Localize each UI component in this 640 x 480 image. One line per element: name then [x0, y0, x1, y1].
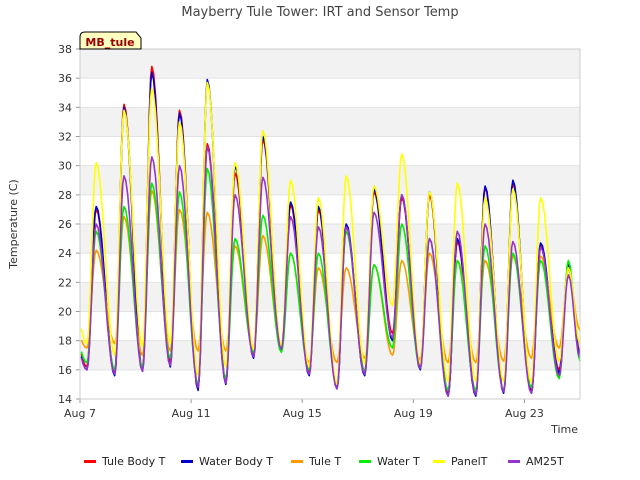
y-tick-label: 36 [58, 72, 72, 85]
series-line-panelt [80, 81, 581, 386]
legend-item: PanelT [433, 452, 487, 470]
annotation-label: MB_tule [85, 36, 134, 49]
legend-label: AM25T [526, 454, 564, 468]
plot-frame [79, 48, 581, 400]
legend-swatch [359, 459, 371, 463]
legend-swatch [181, 459, 193, 463]
grid-band [80, 49, 580, 79]
grid-band [80, 282, 580, 312]
legend-label: PanelT [451, 454, 488, 468]
legend-swatch [291, 459, 303, 463]
y-tick-label: 30 [58, 160, 72, 173]
x-tick-label: Aug 11 [172, 407, 211, 420]
x-axis-label: Time [550, 423, 578, 436]
legend-label: Water Body T [199, 454, 273, 468]
y-tick-label: 24 [58, 247, 72, 260]
grid-bands [80, 48, 580, 400]
legend-label: Tule T [309, 454, 342, 468]
legend-item: Water T [359, 452, 420, 470]
y-axis-label: Temperature (C) [7, 179, 20, 269]
legend-label: Tule Body T [102, 454, 166, 468]
legend-swatch [508, 459, 520, 463]
legend-item: Water Body T [181, 452, 273, 470]
y-tick-label: 22 [58, 276, 72, 289]
legend-item: Tule Body T [84, 452, 165, 470]
series-line-am25t [80, 145, 581, 397]
y-tick-label: 34 [58, 101, 72, 114]
x-axis-ticks: Aug 7 Aug 11 Aug 15 Aug 19 Aug 23 [64, 399, 544, 420]
grid-band [80, 165, 580, 195]
y-tick-label: 18 [58, 335, 72, 348]
x-tick-label: Aug 7 [64, 407, 96, 420]
y-tick-label: 38 [58, 43, 72, 56]
series-lines [80, 65, 581, 397]
legend-swatch [84, 459, 96, 463]
grid-band [80, 107, 580, 137]
legend: Tule Body T Water Body T Tule T Water T Pane… [0, 452, 640, 470]
legend-item: Tule T [291, 452, 341, 470]
y-tick-label: 26 [58, 218, 72, 231]
y-axis-ticks: 14 16 18 20 22 24 26 28 30 32 34 36 38 [58, 43, 80, 406]
legend-swatch [433, 459, 445, 463]
y-tick-label: 20 [58, 306, 72, 319]
y-tick-label: 28 [58, 189, 72, 202]
y-tick-label: 32 [58, 131, 72, 144]
legend-label: Water T [377, 454, 420, 468]
grid-band [80, 224, 580, 254]
chart-title: Mayberry Tule Tower: IRT and Sensor Temp [181, 5, 458, 20]
x-tick-label: Aug 15 [283, 407, 322, 420]
y-tick-label: 14 [58, 393, 72, 406]
annotation-box: MB_tule [79, 31, 142, 50]
x-tick-label: Aug 19 [394, 407, 433, 420]
x-tick-label: Aug 23 [505, 407, 544, 420]
legend-item: AM25T [508, 452, 564, 470]
y-tick-label: 16 [58, 364, 72, 377]
